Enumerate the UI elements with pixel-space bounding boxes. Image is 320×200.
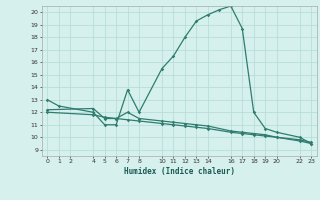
X-axis label: Humidex (Indice chaleur): Humidex (Indice chaleur): [124, 167, 235, 176]
